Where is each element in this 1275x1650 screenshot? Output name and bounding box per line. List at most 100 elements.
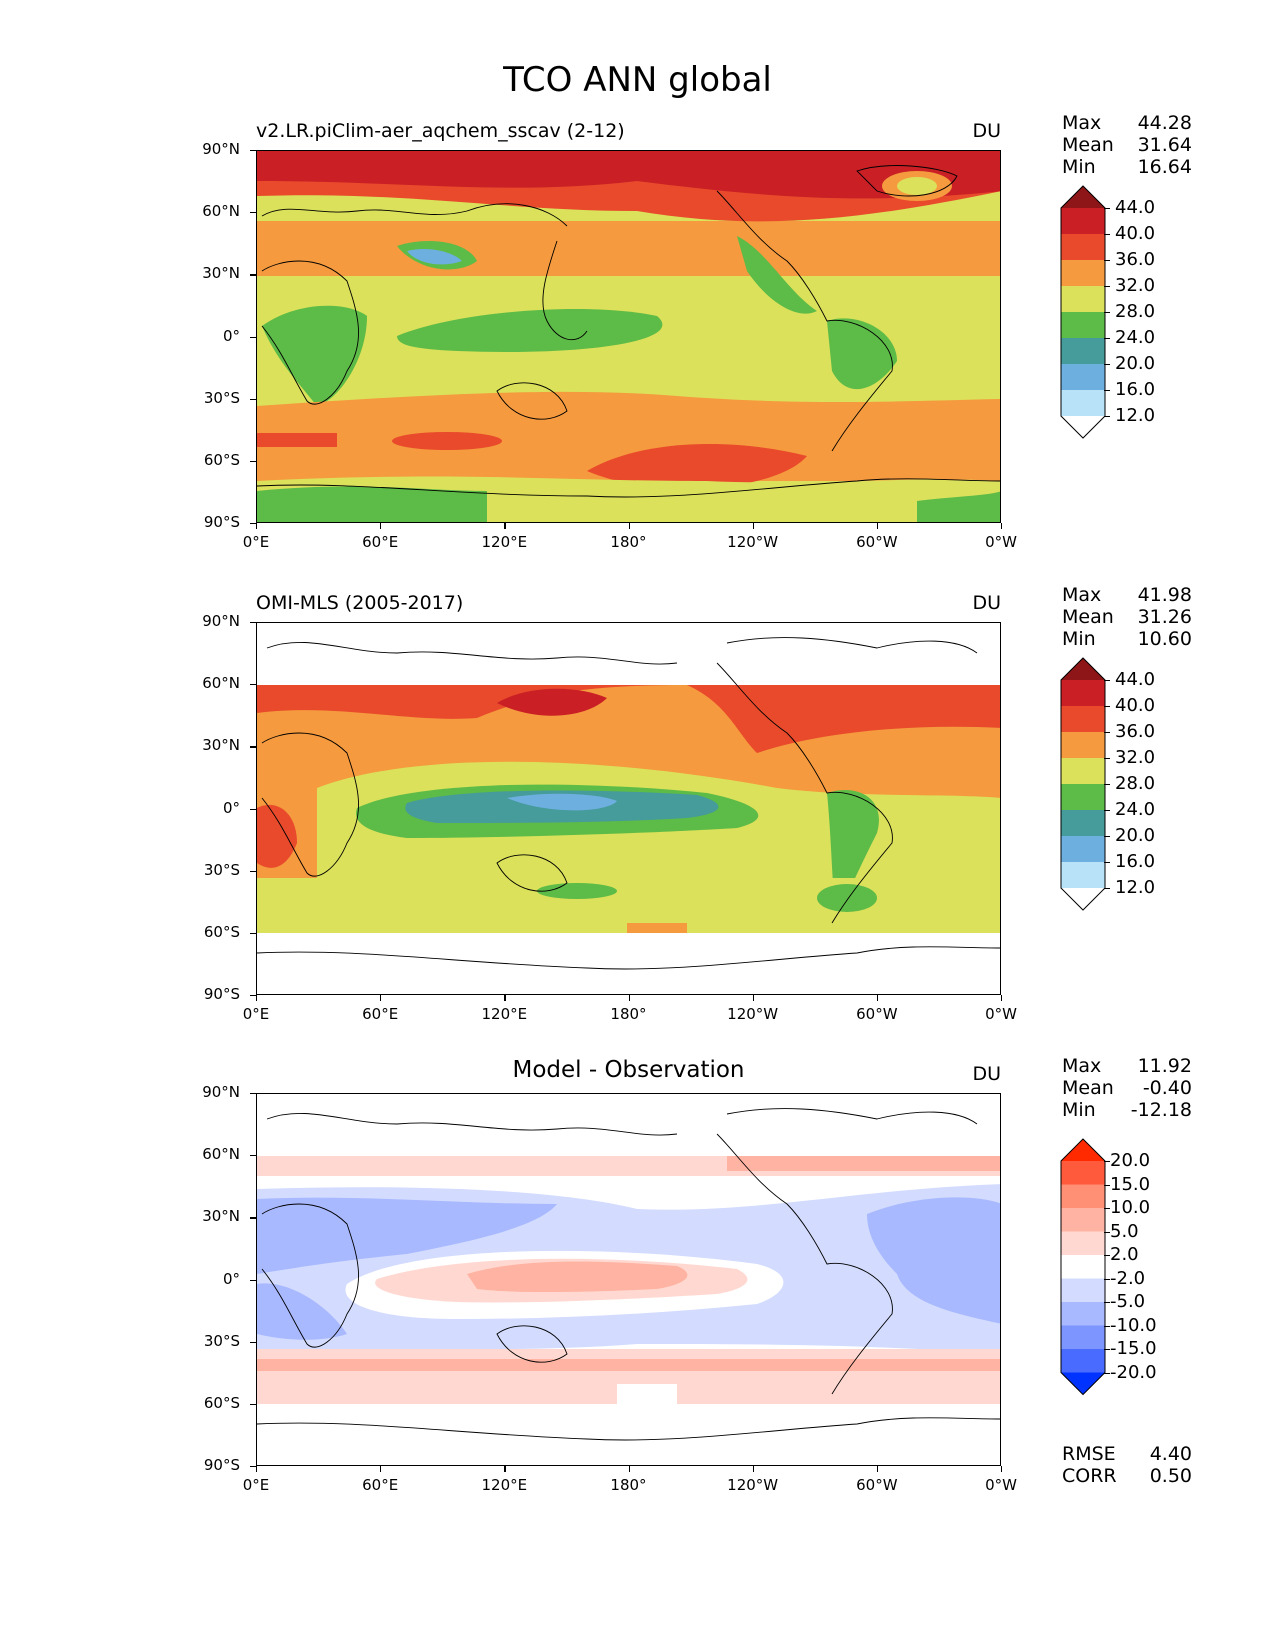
field-band-16-tropics [507,793,617,811]
colorbar-label: 40.0 [1115,695,1156,716]
field-band-36-africa-west [257,804,297,868]
colorbar-segment [1061,364,1105,391]
lon-tick [256,995,258,1001]
stat-mean-value: 31.26 [1137,606,1192,628]
colorbar-segment [1061,390,1105,417]
colorbar-label: -10.0 [1110,1314,1157,1336]
lat-tick [250,523,256,525]
lon-tick [628,523,630,529]
stat-corr-value: 0.50 [1149,1465,1192,1487]
lon-tick-label: 180° [610,1476,647,1494]
colorbar-segment [1061,680,1105,707]
colorbar-extend-max [1061,186,1105,208]
field-band-32-southern-strip [627,923,687,933]
colorbar-segment [1061,338,1105,365]
colorbar-label: 24.0 [1115,799,1156,820]
field-band-neg5-indian [257,1283,347,1340]
lat-tick-label: 60°S [203,922,240,941]
colorbar-tick [1104,810,1110,811]
lon-tick [876,1466,879,1472]
colorbar-tick [1104,1184,1110,1186]
lon-tick [256,1466,258,1472]
lat-tick-label: 30°N [202,736,240,755]
field-band-24-patagonia [817,884,877,912]
lat-tick-label: 0° [222,798,240,817]
lat-tick-label: 60°S [203,1393,240,1412]
field-band-24-antarctica-east [917,491,1000,522]
lon-tick [628,1466,630,1472]
colorbar-label: 16.0 [1115,379,1156,400]
lat-tick [250,1341,256,1343]
colorbar-label: 12.0 [1115,405,1156,426]
colorbar-label: 32.0 [1115,275,1156,296]
field-band-5-north [727,1156,1000,1171]
colorbar-tick [1104,862,1110,863]
stat-rmse-label: RMSE [1062,1443,1116,1465]
skill-stats-block: RMSE 4.40 CORR 0.50 [1062,1443,1192,1487]
colorbar-tick [1104,1325,1110,1327]
colorbar-segment [1061,286,1105,313]
colorbar-label: 20.0 [1115,825,1156,846]
lat-tick-label: 30°N [202,1207,240,1226]
lon-tick-label: 60°W [856,1476,898,1494]
lon-tick-label: 0°E [242,1476,270,1494]
stats-block: Max 11.92 Mean -0.40 Min -12.18 [1062,1055,1192,1121]
colorbar-tick [1104,1255,1110,1256]
lon-tick-label: 180° [610,533,647,551]
colorbar-label: 32.0 [1115,747,1156,768]
field-band-32-south [257,391,1000,481]
lat-tick-label: 60°N [202,1145,240,1164]
colorbar-label: 10.0 [1110,1197,1151,1218]
colorbar-extend-min [1061,1372,1105,1395]
colorbar-tick [1104,1372,1110,1374]
lon-tick [256,523,258,529]
lon-tick [752,1466,754,1472]
lat-tick-label: 90°N [202,1083,240,1101]
field-band-neg5-midlat-west [257,1197,557,1274]
colorbar-label: 44.0 [1115,669,1156,690]
lat-tick [250,212,256,214]
colorbar-label: 36.0 [1115,249,1156,270]
colorbar-label: -2.0 [1110,1267,1146,1289]
colorbar-tick [1104,706,1110,707]
colorbar-segment [1061,312,1105,339]
lon-tick-label: 120°E [481,533,528,551]
stat-corr-label: CORR [1062,1465,1117,1487]
lat-tick-label: 90°S [203,1456,240,1474]
field-band-24-nz [537,883,617,899]
stat-mean-label: Mean [1062,134,1114,156]
colorbar-tick [1104,836,1110,837]
field-band-neg5-atlantic [867,1197,1000,1324]
colorbar-label: -5.0 [1110,1291,1146,1312]
coastlines [257,165,1000,498]
lat-tick-label: 60°N [202,202,240,221]
colorbar-label: -15.0 [1110,1338,1157,1359]
stat-mean-value: 31.64 [1137,134,1192,156]
field-band-36-north-a [257,685,1000,753]
stat-min-label: Min [1062,628,1096,650]
panel-diff: Model - Observation DU [0,1055,1275,1503]
lat-tick-label: 30°N [202,264,240,283]
lat-tick [250,150,256,152]
colorbar-segment [1061,810,1105,837]
stat-min-value: -12.18 [1130,1099,1192,1121]
stats-block: Max 44.28 Mean 31.64 Min 16.64 [1062,112,1192,178]
colorbar-label: 36.0 [1115,721,1156,742]
lon-tick [752,995,754,1001]
coastlines [257,637,1000,970]
lon-tick-label: 60°W [856,1005,898,1023]
lat-tick [250,870,256,872]
stat-min-label: Min [1062,1099,1096,1121]
panel-obs: OMI-MLS (2005-2017) DU [0,584,1275,1032]
stat-min-value: 10.60 [1137,628,1192,650]
colorbar-tick [1104,1349,1110,1350]
lon-tick-label: 60°E [362,533,399,551]
panel-model: v2.LR.piClim-aer_aqchem_sscav (2-12) DU [0,112,1275,560]
field-band-40-japan [497,688,607,716]
lon-tick-label: 60°W [856,533,898,551]
lat-tick-label: 30°S [203,860,240,879]
stat-max-label: Max [1062,112,1102,134]
lat-tick [250,1466,256,1468]
coastlines [257,1108,1000,1441]
lat-tick-label: 90°N [202,612,240,630]
